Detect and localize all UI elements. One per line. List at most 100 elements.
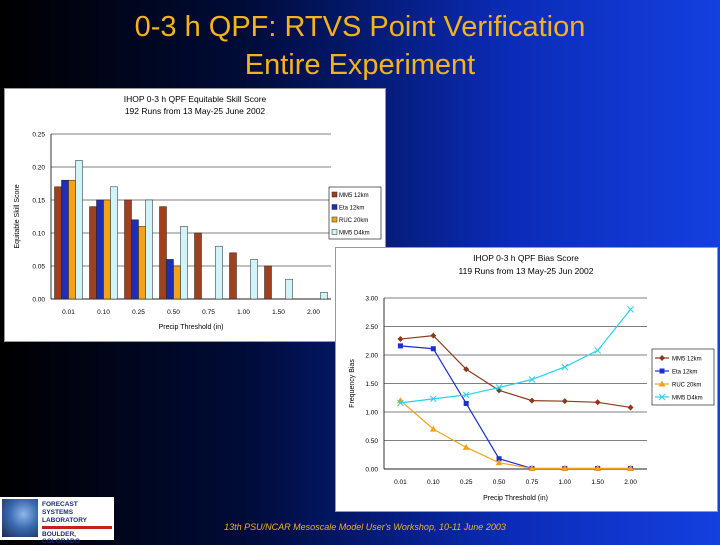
chart2-ytick-label: 2.00 bbox=[365, 353, 378, 360]
chart1-bar-mm5-d4km bbox=[145, 199, 153, 300]
chart1-xlabel: Precip Threshold (in) bbox=[159, 324, 224, 331]
chart2-xtick-label: 0.10 bbox=[427, 479, 440, 486]
chart2-ytick-label: 0.00 bbox=[365, 467, 378, 474]
chart2-ytick-label: 1.50 bbox=[365, 381, 378, 388]
chart1-ytick-label: 0.05 bbox=[32, 264, 45, 271]
chart1-xtick-label: 0.75 bbox=[202, 309, 215, 316]
chart2-point-ruc-20km bbox=[658, 380, 666, 387]
chart1-legend-swatch bbox=[331, 229, 338, 235]
chart1-ytick-label: 0.25 bbox=[32, 132, 45, 139]
chart1-bar-eta-12km bbox=[131, 219, 139, 300]
chart1-xtick-label: 0.25 bbox=[132, 309, 145, 316]
chart1-bar-ruc-20km bbox=[138, 226, 146, 300]
chart1-bar-mm5-d4km bbox=[215, 245, 223, 300]
chart2-point-mm5-d4km bbox=[627, 306, 634, 313]
chart1-bar-eta-12km bbox=[96, 199, 104, 300]
chart2-point-eta-12km bbox=[430, 346, 436, 352]
chart1-legend-swatch bbox=[331, 204, 338, 210]
chart2-ytick-label: 2.50 bbox=[365, 324, 378, 331]
chart1-legend-swatch bbox=[331, 216, 338, 223]
chart2-point-ruc-20km bbox=[528, 464, 536, 471]
chart2-point-mm5-12km bbox=[397, 336, 404, 343]
chart2-legend-label: MM5 D4km bbox=[672, 396, 703, 402]
chart2-ytick-label: 3.00 bbox=[365, 296, 378, 303]
chart1-legend-label: MM5 12km bbox=[339, 193, 369, 199]
chart1-xtick-label: 2.00 bbox=[307, 309, 320, 316]
chart1-subtitle: 192 Runs from 13 May-25 June 2002 bbox=[125, 106, 266, 116]
bias-line-chart: IHOP 0-3 h QPF Bias Score 119 Runs from 1… bbox=[349, 253, 715, 502]
chart2-point-ruc-20km bbox=[627, 464, 635, 471]
chart2-point-eta-12km bbox=[659, 368, 665, 374]
chart2-point-ruc-20km bbox=[594, 464, 602, 471]
chart2-legend-label: Eta 12km bbox=[672, 370, 697, 376]
chart2-line-mm5-d4km bbox=[400, 309, 632, 404]
chart1-ytick-label: 0.20 bbox=[32, 165, 45, 172]
chart2-xtick-label: 1.50 bbox=[591, 479, 604, 486]
chart1-xtick-label: 1.00 bbox=[237, 309, 250, 316]
chart1-bar-mm5-d4km bbox=[110, 186, 118, 300]
chart1-bar-mm5-12km bbox=[264, 265, 272, 300]
chart2-xlabel: Precip Threshold (in) bbox=[483, 495, 548, 502]
chart2-line-ruc-20km bbox=[400, 400, 631, 470]
chart2-subtitle: 119 Runs from 13 May-25 Jun 2002 bbox=[459, 266, 594, 276]
chart1-bar-mm5-12km bbox=[229, 252, 237, 300]
chart2-xtick-label: 2.00 bbox=[624, 479, 637, 486]
chart2-point-eta-12km bbox=[496, 456, 502, 462]
chart1-bar-mm5-12km bbox=[124, 199, 132, 300]
chart2-point-eta-12km bbox=[463, 400, 469, 406]
chart2-ytick-label: 0.50 bbox=[365, 438, 378, 445]
chart1-bar-mm5-12km bbox=[89, 206, 97, 300]
chart1-title: IHOP 0-3 h QPF Equitable Skill Score bbox=[124, 94, 267, 104]
chart2-line-mm5-12km bbox=[400, 334, 631, 409]
chart1-legend-box bbox=[328, 186, 382, 240]
chart1-legend-label: Eta 12km bbox=[339, 206, 364, 212]
chart2-xtick-label: 0.75 bbox=[526, 479, 539, 486]
chart2-ylabel: Frequency Bias bbox=[349, 359, 356, 408]
chart2-ytick-label: 1.00 bbox=[365, 410, 378, 417]
chart1-xtick-label: 0.50 bbox=[167, 309, 180, 316]
chart1-bar-mm5-d4km bbox=[180, 226, 188, 300]
chart2-xtick-label: 1.00 bbox=[558, 479, 571, 486]
chart1-bar-ruc-20km bbox=[103, 199, 111, 300]
chart1-bar-ruc-20km bbox=[68, 179, 76, 300]
chart2-point-mm5-12km bbox=[528, 397, 535, 404]
chart1-ytick-label: 0.10 bbox=[32, 231, 45, 238]
chart2-point-ruc-20km bbox=[429, 425, 437, 432]
chart1-xtick-label: 1.50 bbox=[272, 309, 285, 316]
chart2-line-eta-12km bbox=[400, 345, 631, 470]
logo-line3: LABORATORY bbox=[42, 517, 88, 524]
footer-text: 13th PSU/NCAR Mesoscale Model User's Wor… bbox=[224, 522, 506, 532]
chart2-point-mm5-d4km bbox=[429, 395, 437, 403]
logo-color-bar bbox=[42, 526, 112, 529]
chart1-bar-mm5-d4km bbox=[250, 259, 258, 300]
chart1-bar-mm5-12km bbox=[54, 186, 62, 300]
ets-bar-chart: IHOP 0-3 h QPF Equitable Skill Score 192 … bbox=[14, 94, 382, 331]
chart2-point-mm5-d4km bbox=[658, 393, 666, 401]
chart1-bar-ruc-20km bbox=[173, 265, 181, 300]
chart2-title: IHOP 0-3 h QPF Bias Score bbox=[473, 253, 579, 263]
chart1-xtick-label: 0.10 bbox=[97, 309, 110, 316]
chart2-point-mm5-12km bbox=[659, 355, 665, 361]
chart2-point-ruc-20km bbox=[462, 443, 470, 450]
chart1-bar-eta-12km bbox=[166, 259, 174, 300]
chart2-point-mm5-d4km bbox=[462, 391, 470, 399]
bias-chart-panel: IHOP 0-3 h QPF Bias Score 119 Runs from 1… bbox=[335, 247, 718, 512]
chart2-xtick-label: 0.01 bbox=[394, 479, 407, 486]
chart1-bar-mm5-d4km bbox=[75, 160, 83, 300]
chart1-bar-mm5-12km bbox=[159, 206, 167, 300]
chart1-bar-mm5-12km bbox=[194, 232, 202, 300]
chart2-legend-label: MM5 12km bbox=[672, 357, 702, 363]
chart2-point-eta-12km bbox=[397, 343, 403, 349]
logo-line1: FORECAST bbox=[42, 501, 78, 508]
chart1-bar-mm5-d4km bbox=[320, 292, 328, 300]
chart2-xtick-label: 0.50 bbox=[493, 479, 506, 486]
chart1-bar-eta-12km bbox=[61, 179, 69, 300]
logo-mountain-image bbox=[2, 499, 38, 537]
chart2-point-mm5-12km bbox=[430, 332, 437, 339]
chart2-legend-label: RUC 20km bbox=[672, 383, 701, 389]
chart2-point-mm5-12km bbox=[627, 404, 634, 411]
chart2-point-ruc-20km bbox=[561, 464, 569, 471]
chart1-legend-swatch bbox=[331, 191, 338, 198]
ets-chart-panel: IHOP 0-3 h QPF Equitable Skill Score 192 … bbox=[4, 88, 386, 342]
chart2-point-mm5-d4km bbox=[594, 347, 602, 354]
